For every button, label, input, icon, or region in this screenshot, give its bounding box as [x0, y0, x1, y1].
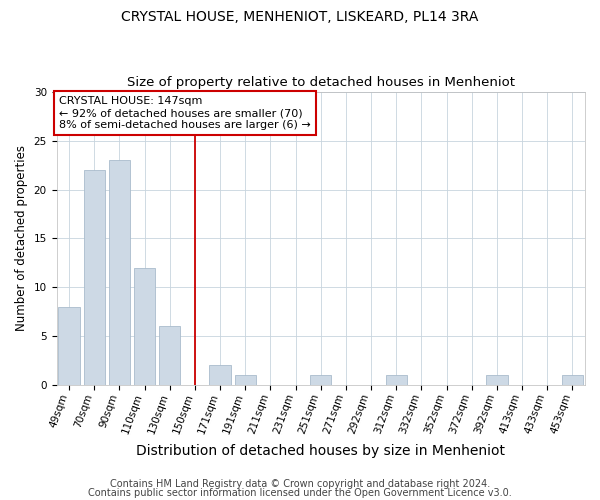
Bar	[486, 375, 508, 384]
Text: Contains public sector information licensed under the Open Government Licence v3: Contains public sector information licen…	[88, 488, 512, 498]
Bar	[159, 326, 181, 384]
Bar	[109, 160, 130, 384]
Bar	[310, 375, 331, 384]
Bar	[58, 306, 80, 384]
Text: CRYSTAL HOUSE: 147sqm
← 92% of detached houses are smaller (70)
8% of semi-detac: CRYSTAL HOUSE: 147sqm ← 92% of detached …	[59, 96, 311, 130]
X-axis label: Distribution of detached houses by size in Menheniot: Distribution of detached houses by size …	[136, 444, 505, 458]
Bar	[386, 375, 407, 384]
Text: Contains HM Land Registry data © Crown copyright and database right 2024.: Contains HM Land Registry data © Crown c…	[110, 479, 490, 489]
Text: CRYSTAL HOUSE, MENHENIOT, LISKEARD, PL14 3RA: CRYSTAL HOUSE, MENHENIOT, LISKEARD, PL14…	[121, 10, 479, 24]
Bar	[209, 365, 231, 384]
Bar	[134, 268, 155, 384]
Bar	[562, 375, 583, 384]
Bar	[235, 375, 256, 384]
Y-axis label: Number of detached properties: Number of detached properties	[15, 146, 28, 332]
Title: Size of property relative to detached houses in Menheniot: Size of property relative to detached ho…	[127, 76, 515, 90]
Bar	[83, 170, 105, 384]
